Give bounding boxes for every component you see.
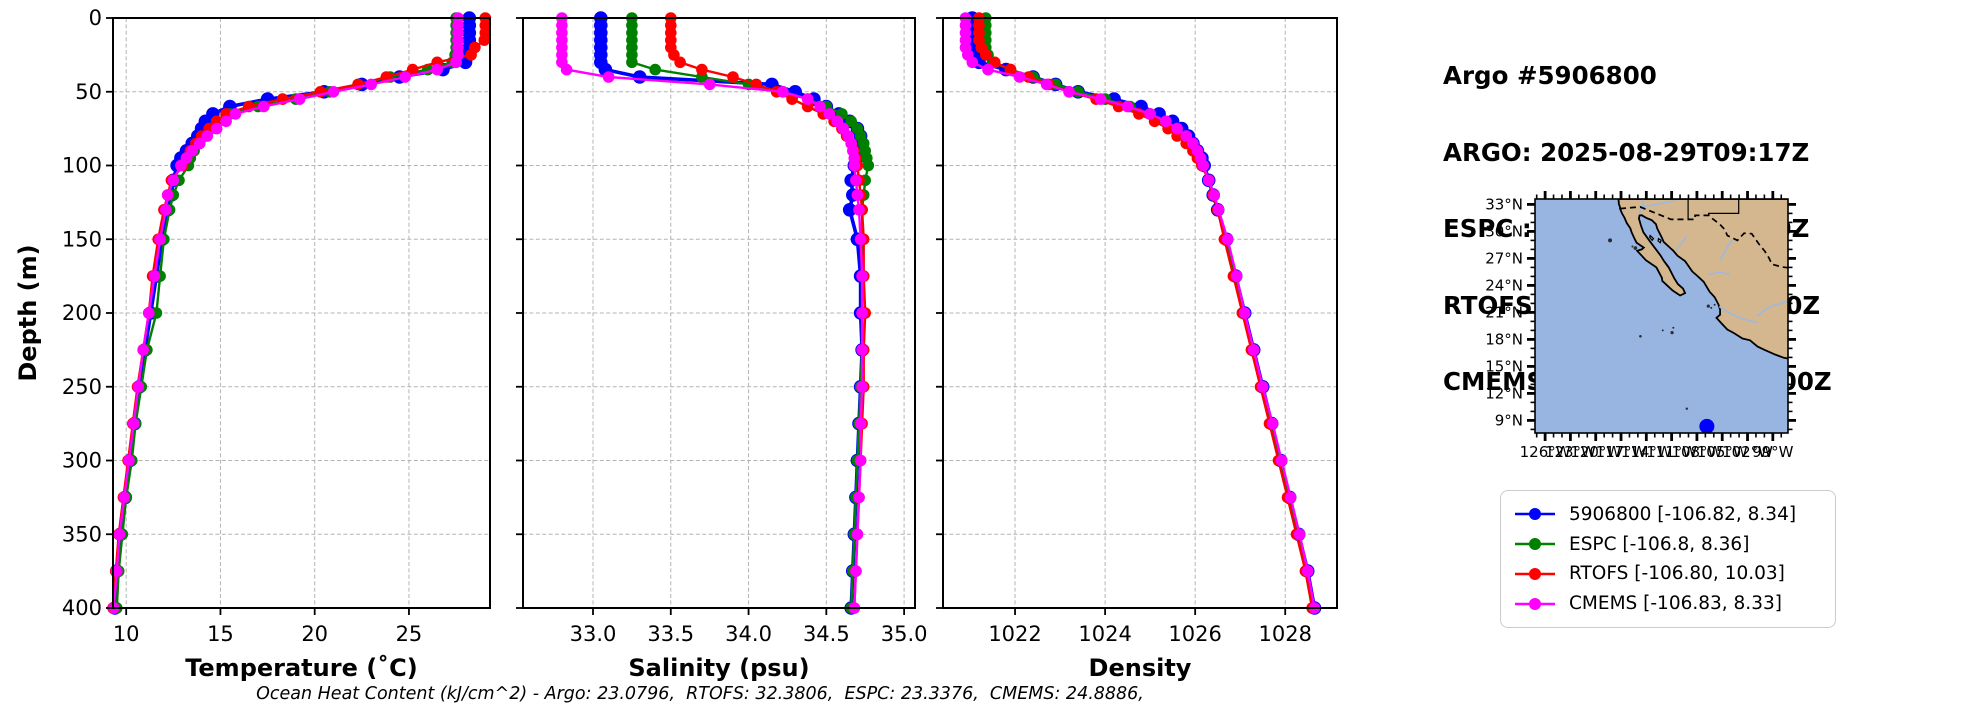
map-lat-label: 9°N [1495,411,1523,429]
y-tick-label: 250 [62,375,102,399]
y-tick-label: 50 [75,80,102,104]
map-lon-label: 102°W [1722,443,1773,461]
legend-line-marker-argo [1515,508,1555,521]
map-frame [1534,198,1789,434]
y-tick-label: 0 [89,6,102,30]
y-tick-label: 300 [62,449,102,473]
series-markers-cmems [108,12,464,614]
profile-chart-density: 1022 1024 1026 1028 Density [936,11,1338,682]
y-tick-label: 100 [62,154,102,178]
map-island-tiburon [1657,237,1662,244]
x-tick-label: 33.0 [570,622,617,646]
x-tick-label: 15 [207,622,234,646]
map-ticks [1527,191,1796,441]
gridlines [113,18,490,608]
map-lon-label: 123°W [1545,443,1596,461]
legend-dot [1529,538,1541,551]
map-lat-label: 33°N [1485,195,1523,213]
x-tick-label: 1022 [988,622,1041,646]
legend-dot [1529,597,1541,610]
x-tick-label: 33.5 [647,622,694,646]
map-lat-label: 24°N [1485,276,1523,294]
x-tick-label: 1028 [1258,622,1311,646]
map-lon-label: 117°W [1596,443,1647,461]
profile-chart-temperature: 10 15 20 25050100150200250300350400Temperat… [14,6,492,682]
legend-item-espc: ESPC [-106.8, 8.36] [1513,534,1823,555]
float-position-marker [1699,418,1715,433]
location-map: 33°N 30°N 27°N 24°N 21°N 18°N 15°N 12°N 9°N 126°W… [1485,191,1796,461]
x-tick-label: 35.0 [881,622,928,646]
axis-ticks [106,17,410,615]
timestamp-argo: ARGO: 2025-08-29T09:17Z [1443,137,1810,167]
map-lat-label: 27°N [1485,249,1523,267]
axis-ticks [516,17,906,615]
gridlines [943,18,1337,608]
map-lat-label: 18°N [1485,330,1523,348]
map-content [1608,199,1788,433]
y-tick-label: 150 [62,227,102,251]
x-tick-label: 34.0 [725,622,772,646]
x-tick-label: 1024 [1078,622,1131,646]
map-lon-label: 108°W [1671,443,1722,461]
map-lon-label: 105°W [1697,443,1748,461]
x-axis-title: Salinity (psu) [628,654,809,682]
axis-ticks [936,17,1287,615]
map-small-islands [1608,238,1716,410]
legend-label: CMEMS [-106.83, 8.33] [1569,593,1782,615]
x-tick-label: 34.5 [803,622,850,646]
x-axis-title: Temperature (˚C) [185,654,418,682]
profile-charts: 10 15 20 25050100150200250300350400Temperat… [14,6,1338,682]
x-tick-label: 20 [301,622,328,646]
map-lon-label: 126°W [1520,443,1571,461]
series-cmems [108,12,464,614]
map-lat-label: 30°N [1485,222,1523,240]
map-lat-label: 12°N [1485,384,1523,402]
series-markers-cmems [556,12,868,614]
legend-line-marker-rtofs [1515,567,1555,580]
ohc-footnote: Ocean Heat Content (kJ/cm^2) - Argo: 23.… [256,684,1144,704]
map-us-mexico-border [1619,206,1788,269]
legend-item-cmems: CMEMS [-106.83, 8.33] [1513,593,1823,614]
legend-item-rtofs: RTOFS [-106.80, 10.03] [1513,563,1823,584]
y-tick-label: 200 [62,301,102,325]
legend-line-marker-espc [1515,538,1555,551]
legend-dot [1529,508,1541,521]
map-lon-label: 99°W [1752,443,1794,461]
x-tick-label: 1026 [1168,622,1221,646]
y-axis-title: Depth (m) [14,244,42,381]
x-tick-label: 25 [396,622,423,646]
map-island-angel [1649,234,1655,242]
map-lon-label: 111°W [1646,443,1697,461]
legend-dot [1529,567,1541,580]
map-lat-label: 21°N [1485,303,1523,321]
legend-line-marker-cmems [1515,597,1555,610]
legend-item-argo: 5906800 [-106.82, 8.34] [1513,504,1823,525]
y-tick-label: 350 [62,522,102,546]
series-markers-cmems [959,12,1321,614]
series-cmems [556,12,868,614]
x-axis-title: Density [1089,654,1192,682]
legend-label: 5906800 [-106.82, 8.34] [1569,503,1797,525]
legend-label: RTOFS [-106.80, 10.03] [1569,563,1785,585]
series-cmems [959,12,1321,614]
profile-chart-salinity: 33.0 33.5 34.0 34.5 35.0 Salinity (psu) [516,11,927,682]
legend-label: ESPC [-106.8, 8.36] [1569,533,1750,555]
map-lon-label: 120°W [1570,443,1621,461]
legend: 5906800 [-106.82, 8.34] ESPC [-106.8, 8.… [1500,490,1836,628]
x-tick-label: 10 [113,622,140,646]
map-land-mexico [1617,199,1788,360]
map-lon-label: 114°W [1621,443,1672,461]
y-tick-label: 400 [62,596,102,620]
map-state-borders [1687,199,1740,220]
float-title: Argo #5906800 [1443,61,1657,90]
map-lat-label: 15°N [1485,357,1523,375]
